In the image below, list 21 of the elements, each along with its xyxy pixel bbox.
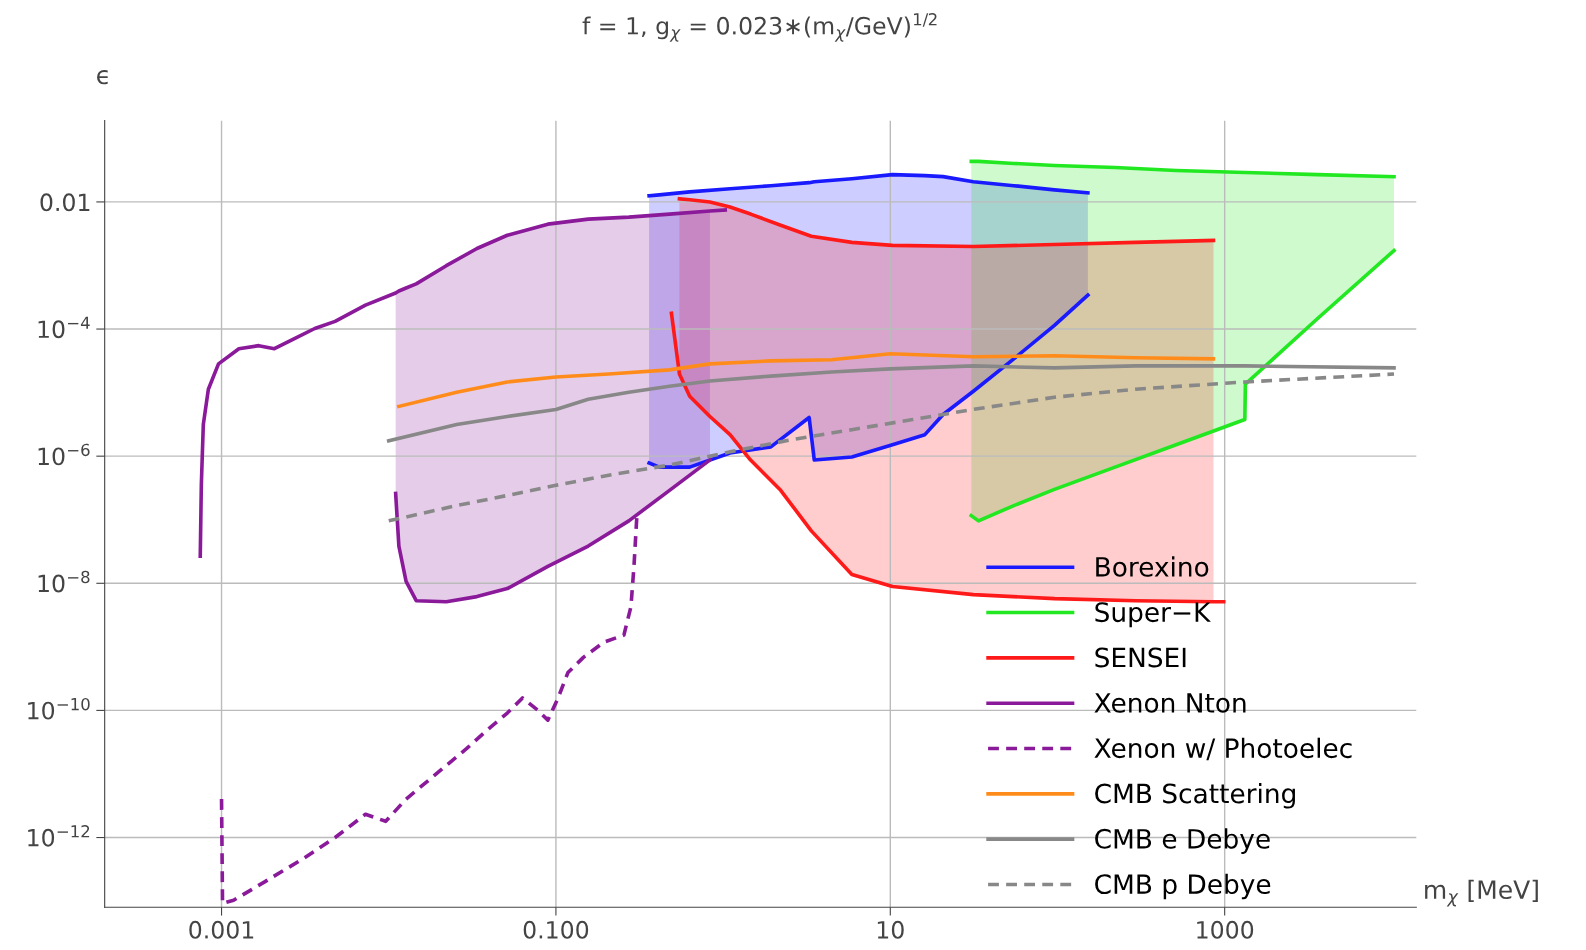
y-tick-label: 10$^{−8}$ (38, 570, 90, 593)
x-tick-label: 1000 (1197, 920, 1254, 939)
y-tick-label: 10$^{−10}$ (28, 697, 90, 720)
y-axis-title: ϵ (97, 69, 108, 85)
x-tick-label: 0.100 (523, 920, 589, 939)
legend-label: Xenon w/ Photoelec (1094, 737, 1352, 761)
y-tick-label: 10$^{−6}$ (38, 443, 90, 466)
legend-label: Borexino (1096, 556, 1209, 577)
chart-title: f = 1, g$_{χ}$ = 0.023∗(m$_{χ}$/GeV)$^{1/2}$ (582, 13, 937, 42)
legend-label: Super−K (1095, 602, 1211, 628)
y-tick-label: 0.01 (40, 193, 90, 212)
legend-label: SENSEI (1095, 647, 1186, 668)
x-axis-title: m$_{χ}$ [MeV] (1425, 879, 1538, 907)
legend-label: CMB Scattering (1095, 783, 1295, 809)
legend-label: Xenon Nton (1094, 693, 1246, 713)
legend-label: CMB e Debye (1095, 828, 1270, 854)
x-tick-label: 0.001 (189, 920, 254, 939)
y-tick-label: 10$^{−4}$ (38, 316, 90, 339)
y-tick-label: 10$^{−12}$ (28, 825, 90, 847)
x-tick-label: 10 (877, 920, 904, 939)
legend-label: CMB p Debye (1095, 873, 1271, 900)
